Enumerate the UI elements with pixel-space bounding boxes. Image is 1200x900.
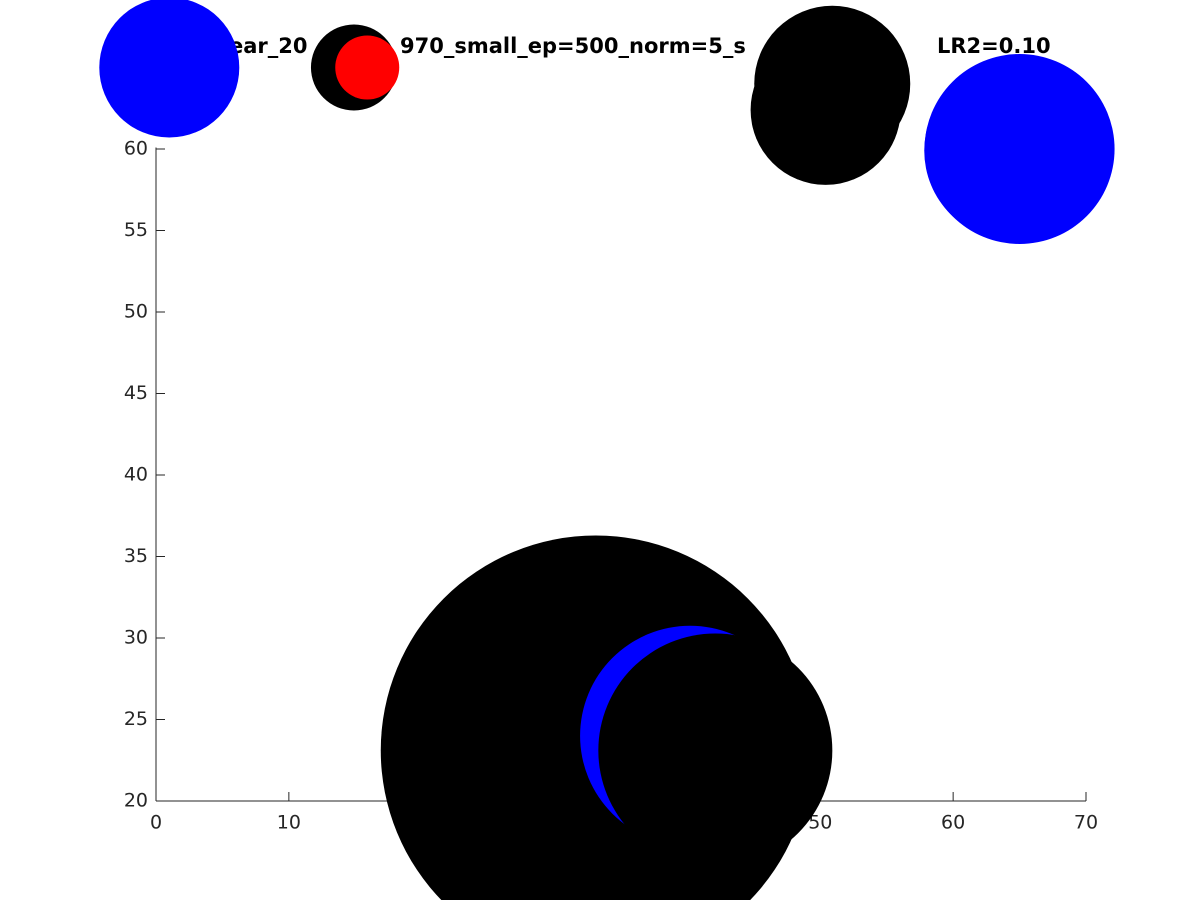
y-tick-label: 20	[124, 790, 148, 812]
x-tick-label: 0	[150, 812, 162, 834]
point	[924, 54, 1115, 244]
point	[598, 633, 833, 868]
point	[99, 0, 240, 138]
x-tick-label: 70	[1074, 812, 1098, 834]
chart-title: 970_small_ep=500_norm=5_s	[400, 34, 746, 58]
chart-title: LR2=0.10	[937, 34, 1051, 58]
point	[335, 35, 400, 100]
y-tick-label: 35	[124, 545, 148, 567]
y-tick-label: 25	[124, 708, 148, 730]
y-tick-label: 40	[124, 464, 148, 486]
y-tick-label: 50	[124, 301, 148, 323]
y-tick-label: 60	[124, 138, 148, 160]
y-tick-label: 45	[124, 382, 148, 404]
y-tick-label: 55	[124, 219, 148, 241]
x-tick-label: 10	[277, 812, 301, 834]
x-tick-label: 50	[808, 812, 832, 834]
chart-title: ear_20	[229, 34, 308, 58]
point	[750, 34, 901, 185]
x-tick-label: 60	[941, 812, 965, 834]
y-tick-label: 30	[124, 627, 148, 649]
